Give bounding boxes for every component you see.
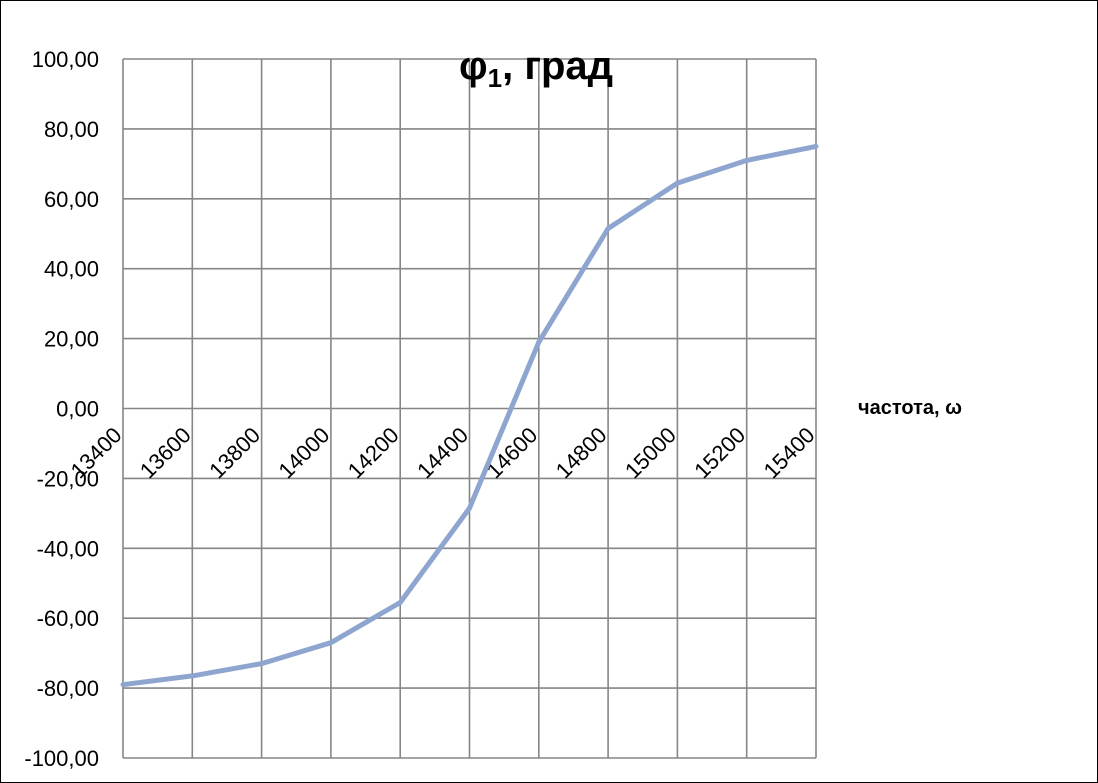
y-tick-label: -60,00	[37, 606, 99, 631]
x-tick-label: 14400	[412, 422, 473, 483]
y-tick-label: -20,00	[37, 466, 99, 491]
x-tick-label: 15000	[620, 422, 681, 483]
x-tick-label: 14000	[273, 422, 334, 483]
x-tick-label: 13600	[135, 422, 196, 483]
data-point	[191, 675, 193, 677]
data-point	[676, 182, 678, 184]
y-tick-label: 60,00	[44, 187, 99, 212]
data-point	[815, 145, 817, 147]
y-tick-label: 20,00	[44, 327, 99, 352]
data-point	[607, 228, 609, 230]
data-point	[261, 663, 263, 665]
y-tick-label: -100,00	[24, 746, 99, 771]
data-point	[122, 684, 124, 686]
grid-layer	[122, 58, 817, 759]
x-tick-label: 15400	[759, 422, 820, 483]
y-tick-label: 40,00	[44, 257, 99, 282]
y-axis-ticks: 100,00 80,00 60,00 40,00 20,00 0,00 -20,00 -40,…	[24, 47, 99, 771]
data-point	[330, 642, 332, 644]
series-layer	[120, 143, 819, 688]
data-point	[538, 341, 540, 343]
data-point	[746, 159, 748, 161]
chart-title-rest: , град	[502, 44, 613, 88]
x-tick-label: 14800	[551, 422, 612, 483]
y-tick-label: -40,00	[37, 536, 99, 561]
x-tick-label: 15200	[689, 422, 750, 483]
y-tick-label: 0,00	[56, 397, 99, 422]
x-tick-label: 13800	[204, 422, 265, 483]
y-tick-label: 80,00	[44, 117, 99, 142]
chart-title: φ1, град	[459, 44, 613, 93]
x-axis-ticks: 13400 13600 13800 14000 14200 14400 14600 14800…	[66, 422, 820, 483]
chart-title-symbol: φ	[459, 44, 488, 88]
x-axis-label: частота, ω	[858, 397, 962, 419]
x-tick-label: 14200	[343, 422, 404, 483]
data-point	[469, 507, 470, 509]
chart-title-subscript: 1	[488, 63, 502, 93]
y-tick-label: 100,00	[32, 47, 99, 72]
y-tick-label: -80,00	[37, 676, 99, 701]
data-point	[399, 601, 401, 603]
